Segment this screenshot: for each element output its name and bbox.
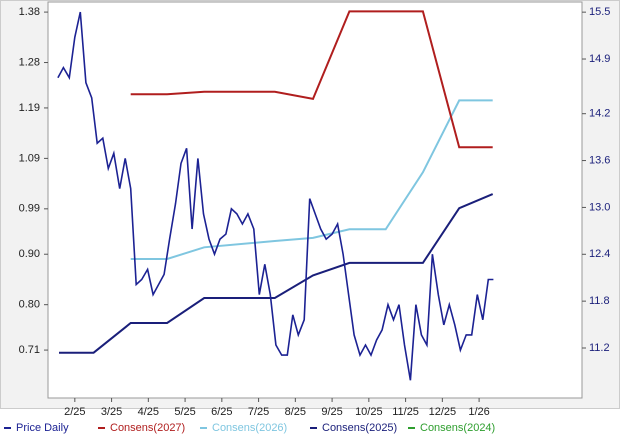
y-tick-label: 1.38 — [19, 6, 40, 18]
legend-label: Consens(2026) — [212, 422, 287, 434]
y-tick-label: 0.99 — [19, 203, 40, 215]
line-series — [130, 10, 493, 149]
x-tick-label: 12/25 — [429, 406, 457, 418]
legend-label: Consens(2027) — [110, 422, 185, 434]
y2-tick-label: 14.2 — [589, 108, 610, 120]
y2-tick-label: 12.4 — [589, 248, 610, 260]
x-tick-label: 2/25 — [64, 406, 85, 418]
legend-label: Consens(2025) — [322, 422, 397, 434]
x-tick-label: 3/25 — [101, 406, 122, 418]
y2-tick-label: 11.2 — [589, 342, 610, 354]
y2-tick-label: 11.8 — [589, 295, 610, 307]
y2-tick-label: 13.6 — [589, 154, 610, 166]
legend-label: Price Daily — [16, 422, 69, 434]
line-series — [59, 193, 494, 354]
x-tick-label: 6/25 — [211, 406, 232, 418]
x-tick-label: 8/25 — [285, 406, 306, 418]
line-series — [57, 11, 494, 381]
x-tick-label: 5/25 — [174, 406, 195, 418]
x-tick-label: 11/25 — [392, 406, 419, 418]
line-series — [130, 99, 493, 260]
y-tick-label: 1.09 — [19, 152, 40, 164]
x-tick-label: 4/25 — [138, 406, 159, 418]
x-tick-label: 1/26 — [468, 406, 489, 418]
y-tick-label: 1.19 — [19, 102, 40, 114]
y-tick-label: 1.28 — [19, 56, 40, 68]
y2-tick-label: 13.0 — [589, 201, 610, 213]
y2-tick-label: 15.5 — [589, 6, 610, 18]
x-tick-label: 7/25 — [248, 406, 269, 418]
x-tick-label: 10/25 — [355, 406, 383, 418]
x-tick-label: 9/25 — [321, 406, 342, 418]
y2-tick-label: 14.9 — [589, 53, 610, 65]
y-tick-label: 0.71 — [19, 344, 40, 356]
plot-area — [47, 1, 583, 399]
y-tick-label: 0.90 — [19, 248, 40, 260]
y-tick-label: 0.80 — [19, 299, 40, 311]
legend-label: Consens(2024) — [420, 422, 495, 434]
